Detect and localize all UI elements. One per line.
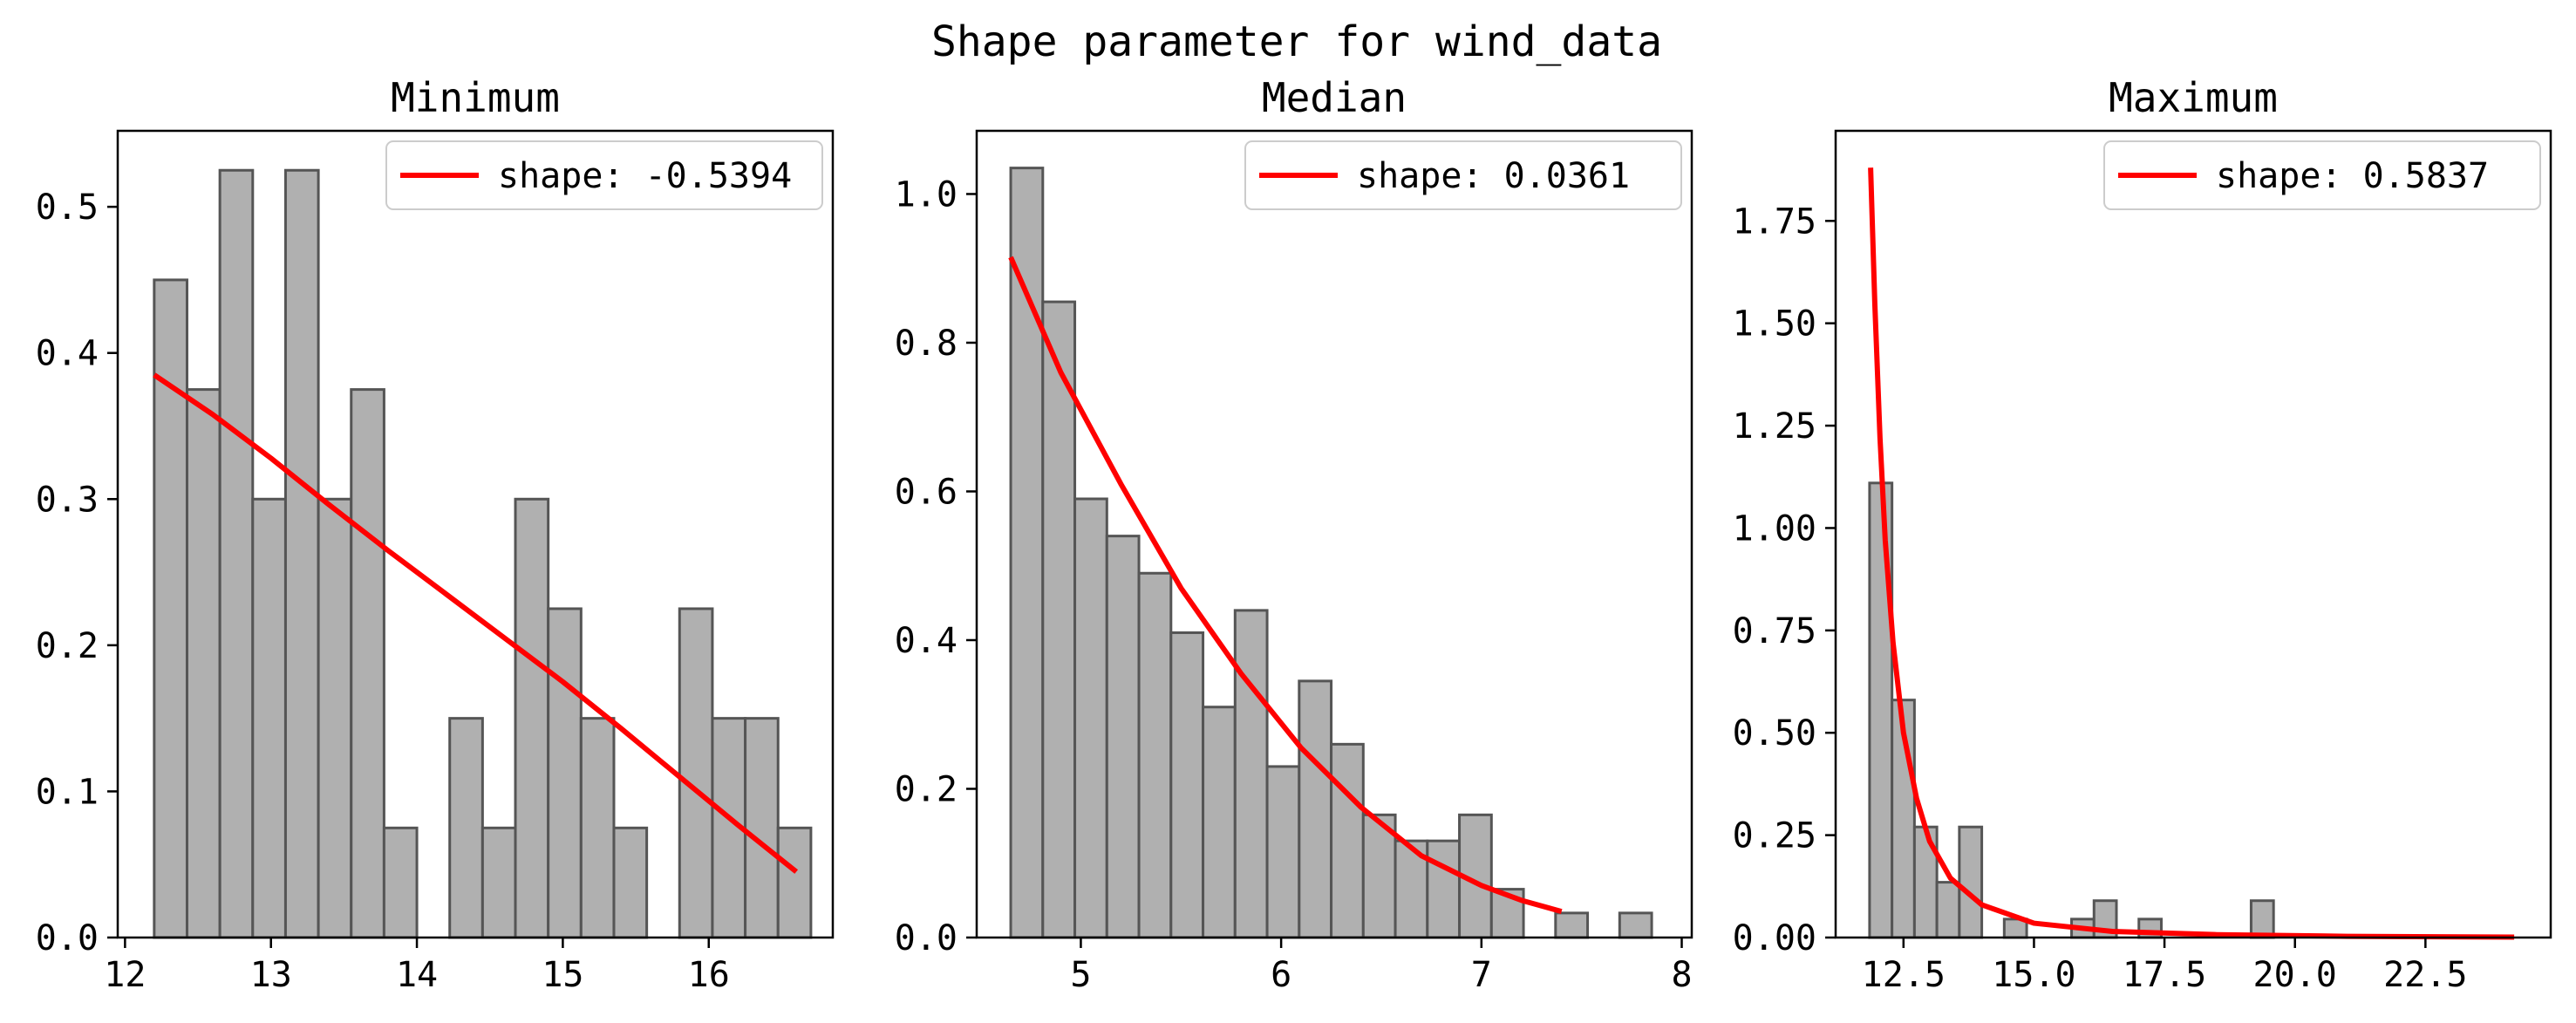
histogram-bar — [1298, 679, 1333, 939]
x-tick-label: 13 — [250, 955, 292, 995]
x-tick-label: 22.5 — [2383, 955, 2467, 995]
y-tick-label: 1.25 — [1733, 406, 1816, 447]
axes-frame — [975, 129, 1693, 939]
x-tick-label: 15.0 — [1992, 955, 2075, 995]
panel-minimum: Minimum 12 13 14 15 16 0.0 0.1 0.2 0.3 0.4 0.5 shape… — [36, 74, 835, 995]
y-tick-label: 0.0 — [895, 918, 957, 958]
y-tick-label: 1.0 — [895, 174, 957, 215]
x-tick-label: 5 — [1070, 955, 1091, 995]
panel-median: Median 5 6 7 8 0.0 0.2 0.4 0.6 0.8 1.0 shape: 0.036… — [895, 74, 1693, 995]
y-tick-label: 0.3 — [36, 480, 99, 520]
histogram-bar — [1169, 631, 1205, 939]
legend-label: shape: 0.0361 — [1357, 156, 1630, 196]
histogram-bar — [1330, 742, 1365, 939]
x-tick-label: 15 — [542, 955, 583, 995]
legend: shape: 0.5837 — [2103, 140, 2541, 210]
histogram-bar — [1137, 571, 1173, 939]
histogram-bar — [1233, 609, 1269, 939]
histogram-bar — [776, 826, 813, 939]
histogram-bar — [2249, 899, 2275, 939]
legend-box — [385, 140, 823, 210]
histogram-bar — [579, 717, 616, 939]
histogram-bar — [1009, 167, 1045, 939]
histogram-bar — [1618, 911, 1653, 939]
fit-curve-line — [1868, 167, 2515, 940]
legend-box — [2103, 140, 2541, 210]
panel-title: Minimum — [391, 74, 560, 121]
histogram-bar — [1426, 839, 1462, 939]
figure-title: Shape parameter for wind_data — [931, 17, 1662, 66]
y-tick-label: 0.00 — [1733, 918, 1816, 958]
histogram-bar — [251, 497, 287, 939]
histogram-bar — [218, 168, 255, 939]
histogram-bar — [612, 826, 649, 939]
legend: shape: -0.5394 — [385, 140, 823, 210]
histogram-bar — [1265, 765, 1301, 939]
histogram-bar — [448, 717, 484, 939]
y-tick-label: 1.50 — [1733, 304, 1816, 344]
y-tick-label: 0.2 — [36, 626, 99, 666]
x-tick-label: 7 — [1471, 955, 1492, 995]
y-tick-label: 0.6 — [895, 472, 957, 512]
y-tick-label: 0.50 — [1733, 713, 1816, 754]
y-tick-label: 0.4 — [36, 334, 99, 374]
y-tick-label: 0.2 — [895, 769, 957, 809]
y-tick-label: 1.00 — [1733, 508, 1816, 549]
y-tick-label: 0.1 — [36, 772, 99, 812]
histogram-bar — [1105, 535, 1141, 939]
x-tick-label: 6 — [1271, 955, 1291, 995]
y-tick-label: 0.0 — [36, 918, 99, 958]
histogram-bar — [350, 388, 385, 939]
histogram-bar — [1554, 911, 1590, 939]
histogram-bar — [547, 607, 583, 939]
histogram-bar — [1073, 497, 1108, 939]
y-tick-label: 0.5 — [36, 188, 99, 228]
fit-curve-line — [153, 372, 799, 874]
x-tick-label: 14 — [396, 955, 438, 995]
y-tick-label: 1.75 — [1733, 201, 1816, 242]
x-tick-label: 12 — [104, 955, 146, 995]
y-tick-label: 0.75 — [1733, 611, 1816, 651]
histogram-bar — [1202, 706, 1237, 939]
legend-label: shape: 0.5837 — [2216, 156, 2489, 196]
histogram-bar — [1041, 300, 1077, 939]
panel-maximum: Maximum 12.5 15.0 17.5 20.0 22.5 0.00 0.25 0.50 0… — [1733, 74, 2552, 995]
axes-frame — [116, 129, 835, 939]
histogram-bar — [678, 607, 714, 939]
legend: shape: 0.0361 — [1244, 140, 1682, 210]
x-tick-label: 17.5 — [2123, 955, 2206, 995]
fit-curve-line — [1008, 256, 1563, 915]
y-tick-label: 0.4 — [895, 621, 957, 661]
histogram-bar — [1958, 825, 1984, 939]
histogram-bar — [185, 388, 221, 939]
panel-title: Median — [1262, 74, 1407, 121]
legend-box — [1244, 140, 1682, 210]
histogram-bar — [480, 826, 517, 939]
x-tick-label: 16 — [688, 955, 730, 995]
x-tick-label: 8 — [1671, 955, 1692, 995]
histogram-bar — [283, 168, 320, 939]
histogram-bar — [382, 826, 419, 939]
histogram-bar — [514, 497, 550, 939]
histogram-bar — [317, 497, 353, 939]
x-tick-label: 20.0 — [2253, 955, 2337, 995]
legend-label: shape: -0.5394 — [498, 156, 792, 196]
y-tick-label: 0.25 — [1733, 816, 1816, 856]
histogram-bar — [744, 717, 780, 939]
histogram-bar — [1935, 881, 1961, 939]
y-tick-label: 0.8 — [895, 324, 957, 364]
axes-frame — [1834, 129, 2552, 939]
panel-title: Maximum — [2109, 74, 2278, 121]
x-tick-label: 12.5 — [1862, 955, 1946, 995]
